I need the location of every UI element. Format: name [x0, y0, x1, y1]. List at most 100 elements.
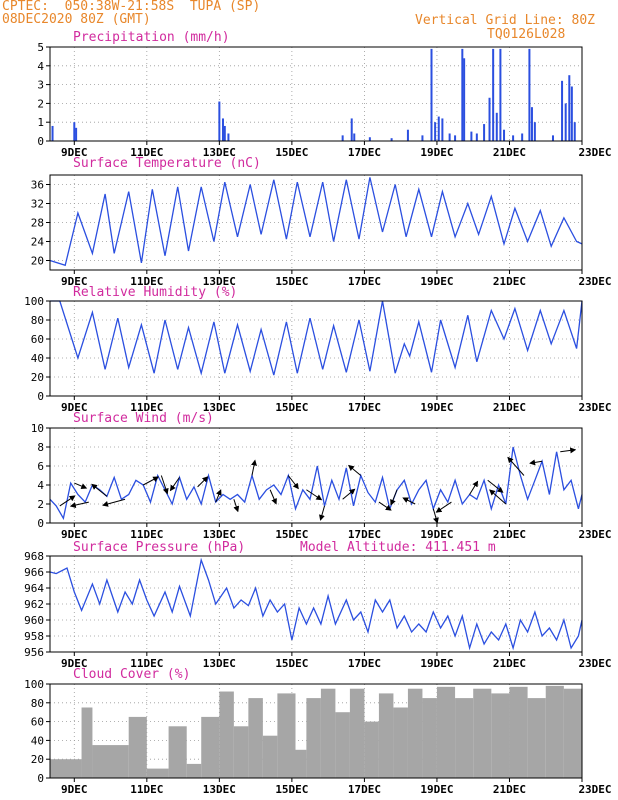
y-tick-label: 100	[24, 678, 44, 691]
cloud-bar	[262, 735, 278, 778]
cloud-frame	[49, 683, 583, 779]
y-tick-label: 40	[31, 734, 44, 747]
y-tick-label: 962	[24, 598, 44, 611]
header-date: 08DEC2020 80Z (GMT)	[2, 12, 151, 27]
cloud-bar	[527, 698, 546, 778]
rh-panel: 0 20 40 60 80 100 9DEC 11DEC 13DEC 15DEC 17DEC 19DE…	[24, 285, 611, 414]
precip-bar	[463, 58, 466, 141]
wind-vector-arrow	[507, 456, 525, 476]
wind-vector-arrow	[560, 447, 577, 454]
cloud-bar	[545, 685, 564, 778]
precip-panel: 0 1 2 3 4 5 9DEC 11DEC 13DEC 15DEC 17DEC 19DEC 21DEC…	[37, 30, 611, 159]
x-tick-label: 19DEC	[420, 783, 453, 796]
pressure-panel: 956 958 960 962 964 966 968 9DEC 11DEC 13DEC 15DEC…	[24, 540, 611, 670]
cloud-bar	[219, 691, 234, 778]
precip-bar	[551, 135, 554, 141]
x-tick-label: 17DEC	[348, 783, 381, 796]
wind-vector-arrow	[402, 497, 416, 505]
precip-bar	[530, 107, 533, 141]
precip-bar	[521, 133, 524, 141]
precip-bar	[573, 122, 576, 141]
x-tick-label: 21DEC	[493, 401, 526, 414]
y-tick-label: 8	[37, 441, 44, 454]
x-tick-label: 9DEC	[61, 528, 88, 541]
cloud-bar	[306, 698, 321, 778]
wind-vector-arrow	[306, 489, 323, 501]
y-tick-label: 10	[31, 422, 44, 435]
x-tick-label: 21DEC	[493, 783, 526, 796]
cloud-bar	[295, 749, 307, 778]
wind-panel: 0 2 4 6 8 10 9DEC 11DEC 13DEC 15DEC 17DEC 19DEC 21DE…	[31, 411, 612, 541]
precip-bar	[221, 118, 224, 141]
x-tick-label: 23DEC	[578, 657, 611, 670]
cloud-bar	[248, 698, 263, 778]
x-tick-label: 11DEC	[130, 146, 163, 159]
x-tick-label: 17DEC	[348, 528, 381, 541]
y-tick-label: 0	[37, 517, 44, 530]
precip-bar	[227, 133, 230, 141]
cloud-bar	[50, 759, 82, 778]
precip-bar	[448, 133, 451, 141]
precip-bar	[475, 133, 478, 141]
precip-bar	[528, 48, 531, 141]
precip-bar	[570, 86, 573, 141]
precip-bar	[434, 122, 437, 141]
y-tick-label: 0	[37, 135, 44, 148]
precip-bar	[350, 118, 353, 141]
wind-vector-arrow	[69, 501, 89, 508]
cloud-bar	[233, 726, 249, 778]
y-tick-label: 1	[37, 116, 44, 129]
precip-bar	[512, 135, 515, 141]
precip-bar	[499, 48, 502, 141]
wind-vector-arrow	[233, 499, 240, 513]
wind-frame	[49, 427, 583, 524]
x-tick-label: 13DEC	[203, 783, 236, 796]
cloud-bar	[422, 698, 437, 778]
cloud-bar	[201, 716, 220, 778]
y-tick-label: 2	[37, 97, 44, 110]
precip-bar	[75, 127, 78, 141]
cloud-bar	[335, 712, 350, 778]
precip-bar	[437, 116, 440, 141]
x-tick-label: 21DEC	[493, 528, 526, 541]
y-tick-label: 2	[37, 498, 44, 511]
y-tick-label: 958	[24, 630, 44, 643]
precip-bar	[503, 129, 506, 141]
precip-bar	[223, 125, 226, 141]
cloud-bar	[393, 707, 408, 778]
wind-vector-arrow	[287, 475, 299, 490]
precip-bar	[483, 124, 486, 141]
wind-vector-arrow	[489, 489, 507, 505]
cloud-bar	[92, 745, 129, 778]
y-tick-label: 20	[31, 371, 44, 384]
y-tick-label: 20	[31, 255, 44, 268]
wind-vector-arrow	[348, 464, 362, 476]
x-tick-label: 17DEC	[348, 657, 381, 670]
wind-vector-arrow	[160, 475, 169, 495]
y-tick-label: 4	[37, 479, 44, 492]
temp-panel: 20 24 28 32 36 9DEC 11DEC 13DEC 15DEC 17DEC 19DEC 2…	[31, 156, 612, 288]
temp-title: Surface Temperature (nC)	[73, 156, 261, 171]
rh-series-line	[50, 300, 583, 376]
x-tick-label: 15DEC	[275, 528, 308, 541]
header-grid-line: Vertical Grid Line: 80Z	[415, 13, 596, 28]
precip-bar	[390, 138, 393, 141]
x-tick-label: 19DEC	[420, 528, 453, 541]
y-tick-label: 80	[31, 697, 44, 710]
wind-vector-arrow	[469, 480, 479, 495]
header-model-code: TQ0126L028	[487, 27, 566, 42]
wind-vector-arrow	[169, 477, 180, 492]
cloud-bar	[509, 686, 528, 778]
cloud-bar	[186, 763, 202, 778]
wind-vector-arrow	[251, 459, 257, 476]
cloud-bar	[455, 698, 474, 778]
wind-vector-arrow	[59, 495, 76, 507]
x-tick-label: 19DEC	[420, 146, 453, 159]
x-tick-label: 15DEC	[275, 657, 308, 670]
x-tick-label: 19DEC	[420, 275, 453, 288]
wind-vector-arrow	[435, 501, 452, 513]
y-tick-label: 4	[37, 60, 44, 73]
y-tick-label: 6	[37, 460, 44, 473]
y-tick-label: 964	[24, 582, 44, 595]
wind-vector-arrow	[74, 482, 88, 489]
